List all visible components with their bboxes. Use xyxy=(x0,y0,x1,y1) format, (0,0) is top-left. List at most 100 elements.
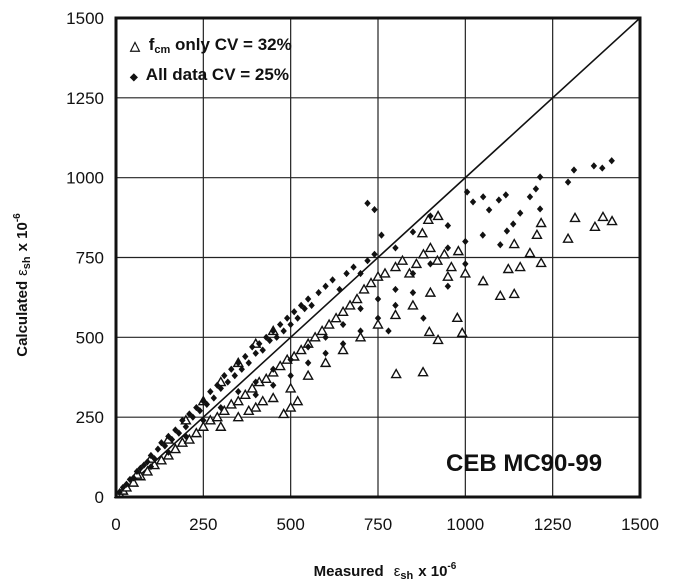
y-tick-label: 750 xyxy=(76,249,104,268)
diamond-point xyxy=(137,464,144,472)
diamond-point xyxy=(256,340,263,348)
triangle-point xyxy=(330,312,342,323)
diamond-point xyxy=(245,359,252,367)
diamond-point xyxy=(133,467,141,476)
diamond-point xyxy=(462,237,469,246)
diamond-point xyxy=(151,455,158,463)
triangle-point xyxy=(358,283,370,294)
diamond-point xyxy=(189,413,197,421)
diamond-point xyxy=(210,394,218,402)
diamond-point xyxy=(526,193,534,201)
diamond-point xyxy=(495,196,503,204)
triangle-point xyxy=(372,318,384,329)
diamond-point xyxy=(228,365,235,373)
legend-triangle-icon: △ xyxy=(129,38,141,53)
diamond-point xyxy=(374,314,382,322)
diamond-point xyxy=(378,231,385,239)
triangle-point xyxy=(396,254,409,265)
triangle-point xyxy=(344,299,356,310)
triangle-point xyxy=(424,286,437,297)
diamond-point xyxy=(144,458,151,466)
diamond-point xyxy=(252,378,259,386)
diamond-point xyxy=(444,282,452,290)
triangle-point xyxy=(277,408,290,419)
triangle-point xyxy=(243,404,255,415)
triangle-point xyxy=(284,401,297,412)
diamond-point xyxy=(322,349,329,357)
y-tick-label: 500 xyxy=(76,328,104,347)
diamond-point xyxy=(599,164,606,172)
triangle-point xyxy=(365,277,377,288)
diamond-point xyxy=(463,188,471,196)
diamond-point xyxy=(203,400,211,408)
diamond-point xyxy=(339,340,347,348)
y-tick-label: 1250 xyxy=(66,89,104,108)
diamond-point xyxy=(231,372,238,380)
diamond-point xyxy=(409,269,417,278)
triangle-point xyxy=(302,369,314,380)
diamond-point xyxy=(427,260,434,268)
legend: △ fcm only CV = 32% ◆ All data CV = 25% xyxy=(129,35,292,84)
diamond-point xyxy=(273,333,280,341)
diamond-point xyxy=(322,333,329,341)
triangle-point xyxy=(295,344,307,355)
triangle-point xyxy=(232,395,244,406)
diamond-point xyxy=(196,407,204,415)
y-tick-label: 1000 xyxy=(66,169,104,188)
diamond-point xyxy=(168,435,176,444)
triangle-point xyxy=(155,454,168,465)
diamond-point xyxy=(287,372,294,380)
triangle-point xyxy=(309,331,321,342)
diamond-point xyxy=(364,257,371,265)
diamond-point xyxy=(294,314,301,322)
triangle-point xyxy=(589,220,601,232)
diamond-point xyxy=(217,403,224,412)
diamond-point xyxy=(502,191,510,199)
diamond-point xyxy=(570,166,578,174)
diamond-point xyxy=(304,343,312,351)
triangle-point xyxy=(432,210,444,221)
diamond-point xyxy=(287,356,294,364)
triangle-point xyxy=(183,433,196,444)
data-points xyxy=(113,157,618,499)
diamond-point xyxy=(392,301,399,309)
diamond-point xyxy=(147,451,155,460)
triangle-point xyxy=(319,356,332,368)
triangle-point xyxy=(250,401,262,412)
diamond-point xyxy=(140,461,148,469)
triangle-point xyxy=(535,217,547,228)
x-axis-label: Measured εsh x 10-6 xyxy=(314,561,457,582)
plot-frame xyxy=(114,16,642,499)
triangle-point xyxy=(477,275,489,286)
x-tick-label: 500 xyxy=(276,515,304,534)
diamond-point xyxy=(479,193,487,201)
diamond-point xyxy=(259,346,266,354)
diamond-point xyxy=(329,276,336,284)
diamond-point xyxy=(147,463,155,471)
triangle-point xyxy=(494,289,506,301)
diamond-point xyxy=(235,359,242,367)
y-tick-label: 1500 xyxy=(66,9,104,28)
diamond-point xyxy=(516,209,524,217)
triangle-point xyxy=(451,311,463,323)
triangle-point xyxy=(407,299,419,310)
triangle-point xyxy=(410,257,423,269)
diamond-point xyxy=(290,308,298,316)
diamond-point xyxy=(304,295,312,303)
diamond-point xyxy=(427,212,434,220)
triangle-point xyxy=(524,247,536,258)
diamond-point xyxy=(357,327,364,335)
triangle-point xyxy=(218,404,230,415)
triangle-point xyxy=(569,211,581,223)
diamond-point xyxy=(469,198,477,206)
triangle-point xyxy=(431,254,444,265)
x-tick-label: 1250 xyxy=(534,515,572,534)
diamond-point xyxy=(224,378,231,386)
triangle-point xyxy=(390,368,402,379)
diamond-point xyxy=(357,304,364,313)
x-tick-label: 750 xyxy=(364,515,392,534)
triangle-point xyxy=(337,305,349,316)
diamond-point xyxy=(249,343,256,351)
diamond-point xyxy=(304,359,312,367)
triangle-point xyxy=(351,293,363,304)
